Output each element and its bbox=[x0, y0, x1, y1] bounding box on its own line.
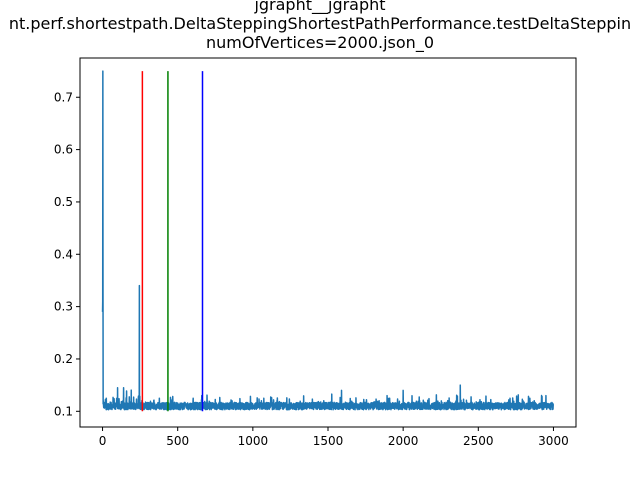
y-tick-label: 0.2 bbox=[54, 352, 73, 366]
chart-title-line-2: nt.perf.shortestpath.DeltaSteppingShorte… bbox=[9, 14, 631, 33]
x-tick-label: 0 bbox=[99, 434, 107, 448]
y-tick-label: 0.6 bbox=[54, 143, 73, 157]
x-tick-label: 1500 bbox=[313, 434, 344, 448]
plot-frame bbox=[79, 57, 577, 428]
series-layer bbox=[101, 70, 555, 411]
x-tick-label: 1000 bbox=[238, 434, 269, 448]
chart-title-line-1: jgrapht__jgrapht bbox=[253, 0, 385, 15]
chart-title-line-3: numOfVertices=2000.json_0 bbox=[206, 33, 434, 53]
y-tick-label: 0.4 bbox=[54, 247, 73, 261]
y-axis: 0.1 0.2 0.3 0.4 0.5 0.6 0.7 bbox=[54, 90, 80, 418]
series-line bbox=[101, 70, 555, 411]
x-axis: 0 500 1000 1500 2000 2500 3000 bbox=[99, 427, 569, 448]
x-tick-label: 3000 bbox=[538, 434, 569, 448]
y-tick-label: 0.7 bbox=[54, 90, 73, 104]
y-tick-label: 0.1 bbox=[54, 404, 73, 418]
vline-layer bbox=[141, 71, 204, 412]
x-tick-label: 500 bbox=[166, 434, 189, 448]
x-tick-label: 2500 bbox=[463, 434, 494, 448]
x-tick-label: 2000 bbox=[388, 434, 419, 448]
y-tick-label: 0.5 bbox=[54, 195, 73, 209]
y-tick-label: 0.3 bbox=[54, 300, 73, 314]
